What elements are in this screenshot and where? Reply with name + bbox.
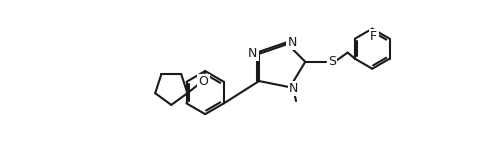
Text: S: S — [328, 55, 336, 68]
Text: N: N — [287, 36, 297, 49]
Text: F: F — [370, 30, 377, 43]
Text: N: N — [289, 82, 299, 95]
Text: N: N — [248, 47, 258, 60]
Text: O: O — [199, 75, 209, 88]
